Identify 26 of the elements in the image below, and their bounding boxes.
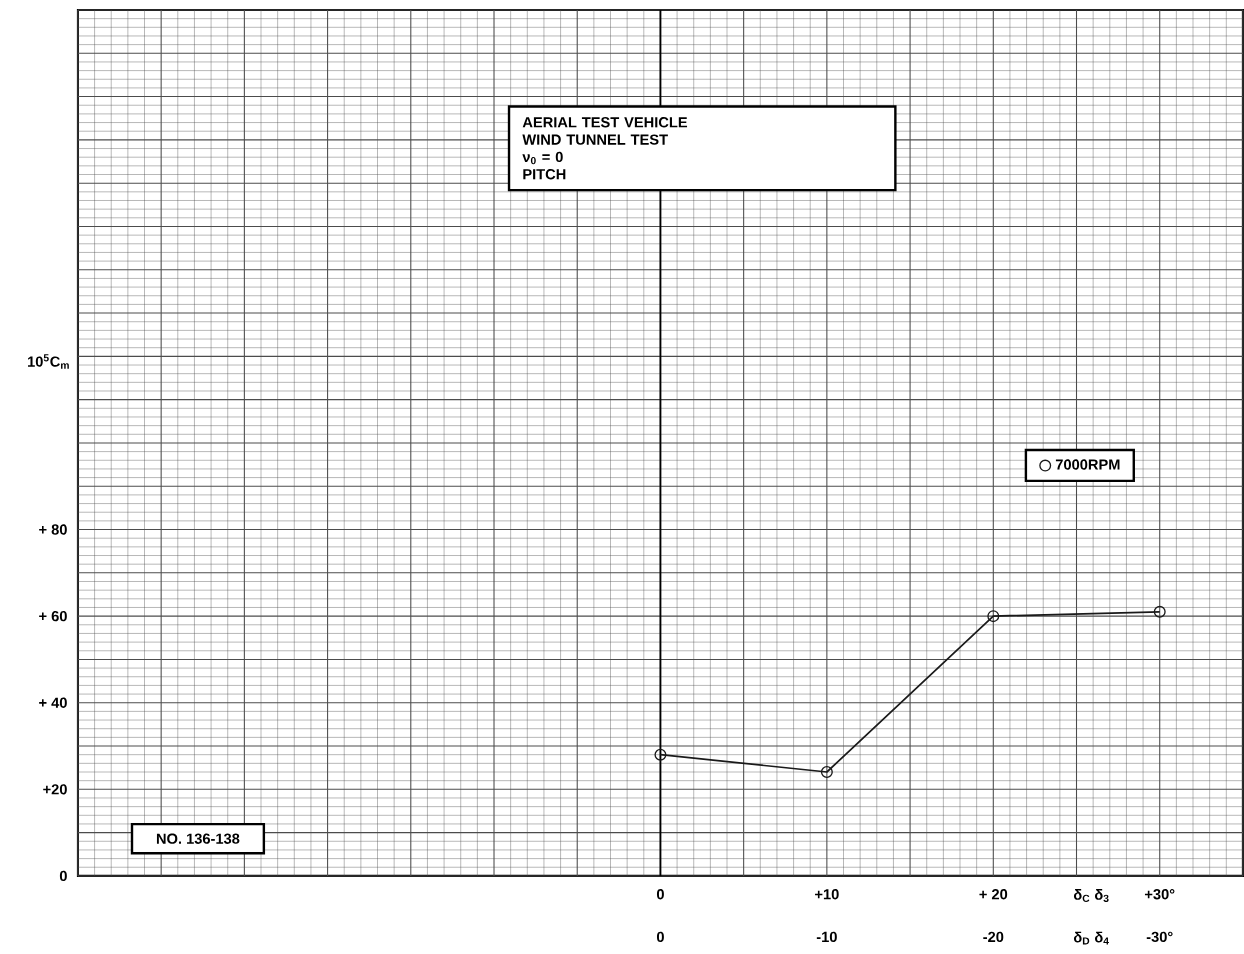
x2-tick-label: -30° (1146, 931, 1173, 943)
x2-tick-label: -10 (816, 931, 837, 943)
y-axis-title: 10$^{5}$C$_{m}$ (28, 354, 69, 369)
x2-tick-label: -20 (983, 931, 1004, 943)
y-tick-label: +20 (43, 784, 67, 795)
annotation: PITCH (523, 169, 566, 180)
y-tick-label: + 60 (39, 611, 67, 622)
y-tick-label: + 40 (39, 697, 67, 708)
annotation: NO. 136-138 (156, 833, 240, 844)
x-tick-label: +30° (1144, 889, 1175, 900)
annotation: ν$_{0}$ = 0 (522, 151, 563, 165)
point (1153, 605, 1166, 618)
x2-tick-label: 0 (656, 931, 664, 943)
text: WIND TUNNEL TEST (522, 134, 668, 145)
y-tick-label: + 80 (39, 524, 67, 535)
x2-axis-title: δ$_{D}$ δ$_{4}$ (1073, 931, 1109, 945)
point (820, 766, 833, 779)
x-tick-label: 0 (656, 889, 664, 900)
chart-title: AERIAL TEST VEHICLE (522, 117, 688, 128)
y-tick-label: 0 (59, 870, 67, 882)
x-tick-label: +10 (815, 889, 839, 900)
legend-label: 7000RPM (1055, 459, 1120, 470)
x-axis-title: δ$_{C}$ δ$_{3}$ (1073, 889, 1109, 903)
point (987, 610, 1000, 623)
x-tick-label: + 20 (979, 889, 1008, 900)
point (654, 748, 667, 761)
